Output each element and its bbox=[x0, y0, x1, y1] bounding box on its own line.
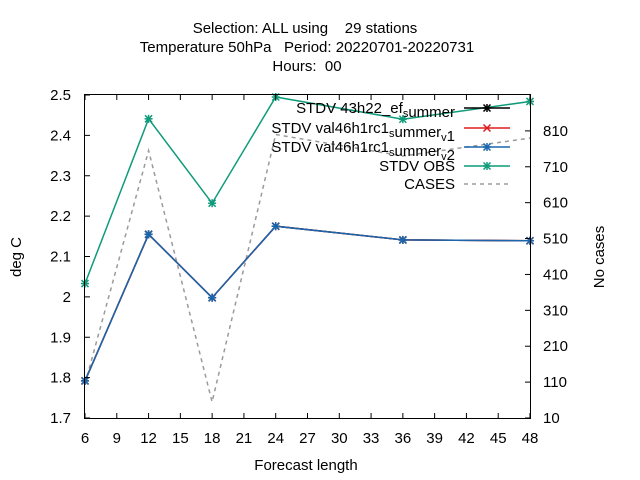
y-tick-label: 2.4 bbox=[50, 127, 71, 144]
series-line bbox=[84, 225, 531, 382]
y2-tick-label: 510 bbox=[543, 231, 568, 248]
series-line bbox=[84, 96, 531, 284]
legend-label-part: ummer bbox=[408, 104, 455, 121]
y-tick-label: 2.2 bbox=[50, 208, 71, 225]
x-tick-label: 6 bbox=[81, 430, 89, 447]
title-line-2: Temperature 50hPa Period: 20220701-20220… bbox=[140, 39, 474, 56]
x-tick-label: 33 bbox=[363, 430, 380, 447]
legend-label: STDV val46h1rc1summerv1 bbox=[271, 120, 455, 145]
x-tick-label: 45 bbox=[490, 430, 507, 447]
y2-tick-label: 610 bbox=[543, 195, 568, 212]
title-line-1: Selection: ALL using 29 stations bbox=[193, 20, 418, 37]
legend-label: STDV OBS bbox=[379, 158, 455, 175]
series-line bbox=[84, 225, 531, 382]
legend-label: CASES bbox=[404, 176, 455, 193]
legend-label-part: s bbox=[403, 108, 409, 120]
y-tick-label: 2.5 bbox=[50, 87, 71, 104]
x-tick-label: 27 bbox=[299, 430, 316, 447]
legend-label-part: STDV 43h22_ef bbox=[296, 100, 404, 117]
x-tick-label: 30 bbox=[331, 430, 348, 447]
x-tick-label: 15 bbox=[172, 430, 189, 447]
series-point bbox=[144, 230, 153, 239]
x-axis: 6 9 12 15 18 21 24 27 30 33 36 39 42 45 48 bbox=[81, 95, 539, 447]
y2-tick-label: 110 bbox=[543, 374, 567, 391]
y-tick-label: 2.1 bbox=[50, 249, 71, 266]
x-tick-label: 48 bbox=[522, 430, 539, 447]
x-tick-label: 36 bbox=[395, 430, 412, 447]
legend-label-part: s bbox=[389, 147, 395, 159]
y-tick-label: 2 bbox=[63, 289, 71, 306]
y2-tick-label: 310 bbox=[543, 302, 568, 319]
series-line bbox=[84, 225, 531, 382]
x-tick-label: 39 bbox=[426, 430, 443, 447]
legend-label-part: STDV val46h1rc1 bbox=[271, 139, 389, 156]
legend-label-part: ummer bbox=[394, 143, 441, 160]
legend-label: STDV 43h22_efsummer bbox=[296, 100, 455, 121]
series-point bbox=[482, 161, 492, 171]
y2-tick-label: 810 bbox=[543, 123, 568, 140]
y2-tick-label: 410 bbox=[543, 266, 568, 283]
plot-frame bbox=[84, 94, 531, 419]
y-axis-label: deg C bbox=[8, 237, 25, 277]
series-point bbox=[398, 115, 407, 124]
series-line bbox=[84, 133, 531, 403]
y-tick-label: 1.7 bbox=[50, 410, 71, 427]
legend-label-part: v bbox=[441, 151, 447, 163]
legend-label-part: CASES bbox=[404, 176, 455, 193]
y2-tick-label: 210 bbox=[543, 338, 568, 355]
y-tick-label: 1.9 bbox=[50, 329, 71, 346]
x-tick-label: 9 bbox=[113, 430, 121, 447]
x-tick-label: 18 bbox=[204, 430, 221, 447]
title-line-3: Hours: 00 bbox=[272, 58, 341, 75]
legend-label-part: ummer bbox=[394, 124, 441, 141]
series-point bbox=[482, 103, 492, 113]
series-point bbox=[482, 142, 492, 152]
legend-label-part: 2 bbox=[447, 147, 455, 164]
x-tick-label: 12 bbox=[140, 430, 157, 447]
series-point bbox=[482, 123, 492, 133]
y-tick-label: 2.3 bbox=[50, 168, 71, 185]
x-tick-label: 21 bbox=[236, 430, 253, 447]
legend-label-part: 1 bbox=[447, 128, 455, 145]
series-point bbox=[208, 293, 217, 302]
y-axis: 1.7 1.8 1.9 2 2.1 2.2 2.3 2.4 2.5 bbox=[50, 87, 90, 427]
x-tick-label: 24 bbox=[267, 430, 284, 447]
y2-axis-label: No cases bbox=[591, 226, 608, 289]
legend-label-part: STDV val46h1rc1 bbox=[271, 120, 389, 137]
legend-label-part: s bbox=[389, 128, 395, 140]
x-tick-label: 42 bbox=[458, 430, 475, 447]
series-point bbox=[144, 114, 153, 123]
y2-axis: 10 110 210 310 410 510 610 710 810 bbox=[525, 123, 568, 427]
chart-title: Selection: ALL using 29 stations Tempera… bbox=[140, 20, 474, 75]
point-stroke bbox=[482, 123, 492, 133]
series-point bbox=[398, 235, 407, 244]
series-point bbox=[208, 199, 217, 208]
y2-tick-label: 710 bbox=[543, 159, 568, 176]
series-point bbox=[271, 222, 280, 231]
legend-label-part: STDV OBS bbox=[379, 158, 455, 175]
legend-label: STDV val46h1rc1summerv2 bbox=[271, 139, 455, 164]
x-axis-label: Forecast length bbox=[254, 457, 357, 474]
y2-tick-label: 10 bbox=[543, 410, 560, 427]
y-tick-label: 1.8 bbox=[50, 370, 71, 387]
legend-label-part: v bbox=[441, 132, 447, 144]
